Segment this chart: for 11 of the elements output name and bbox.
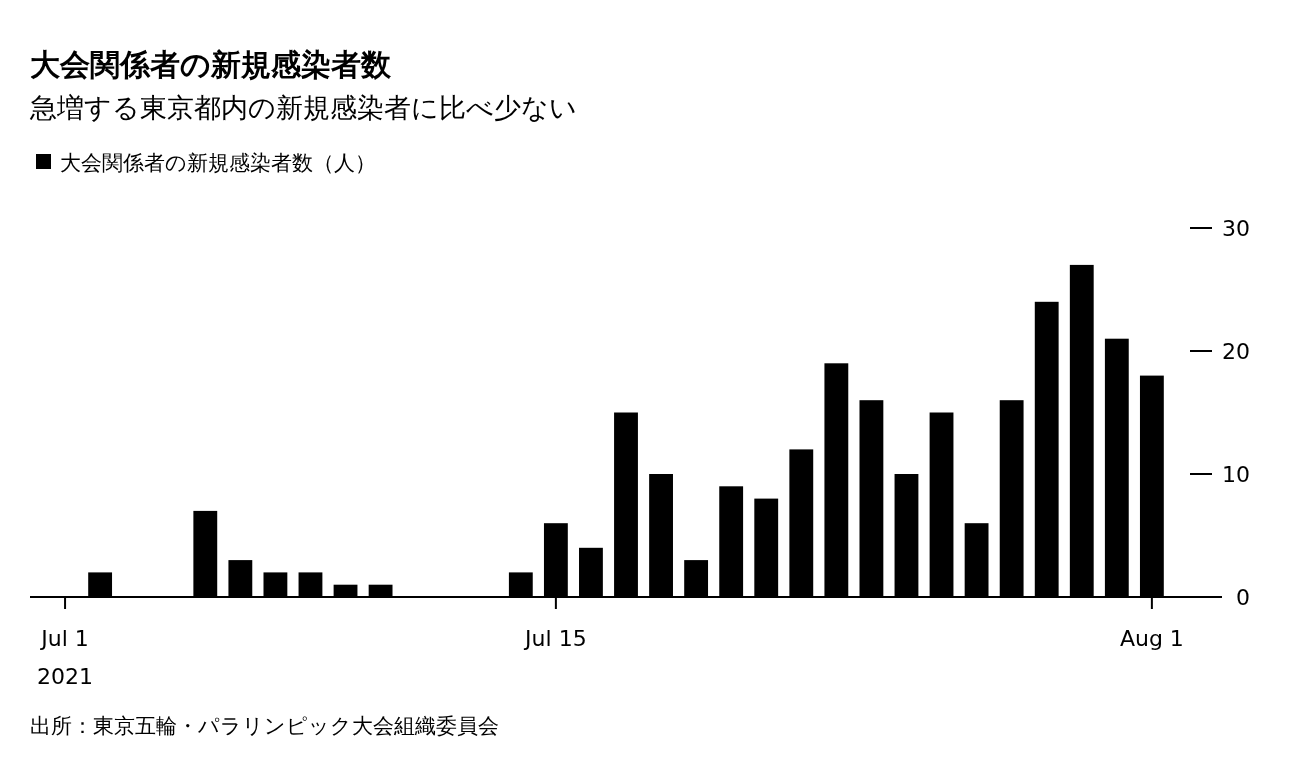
- text: 出所：東京五輪・パラリンピック大会組織委員会: [30, 714, 499, 738]
- y-tick-label: 20: [1222, 338, 1250, 364]
- x-tick-label: Jul 15: [523, 626, 587, 651]
- x-tick-label: Jul 1 2021: [37, 626, 94, 689]
- x-tick-label: Aug 1: [1119, 626, 1184, 651]
- y-tick-label: 30: [1222, 215, 1250, 241]
- y-tick-label: 0: [1236, 584, 1250, 610]
- legend-label: 大会関係者の新規感染者数（人）: [60, 151, 376, 175]
- y-tick-label: 10: [1222, 461, 1250, 487]
- chart-subtitle: 急増する東京都内の新規感染者に比べ少ない: [29, 92, 577, 123]
- chart-title: 大会関係者の新規感染者数: [30, 47, 392, 82]
